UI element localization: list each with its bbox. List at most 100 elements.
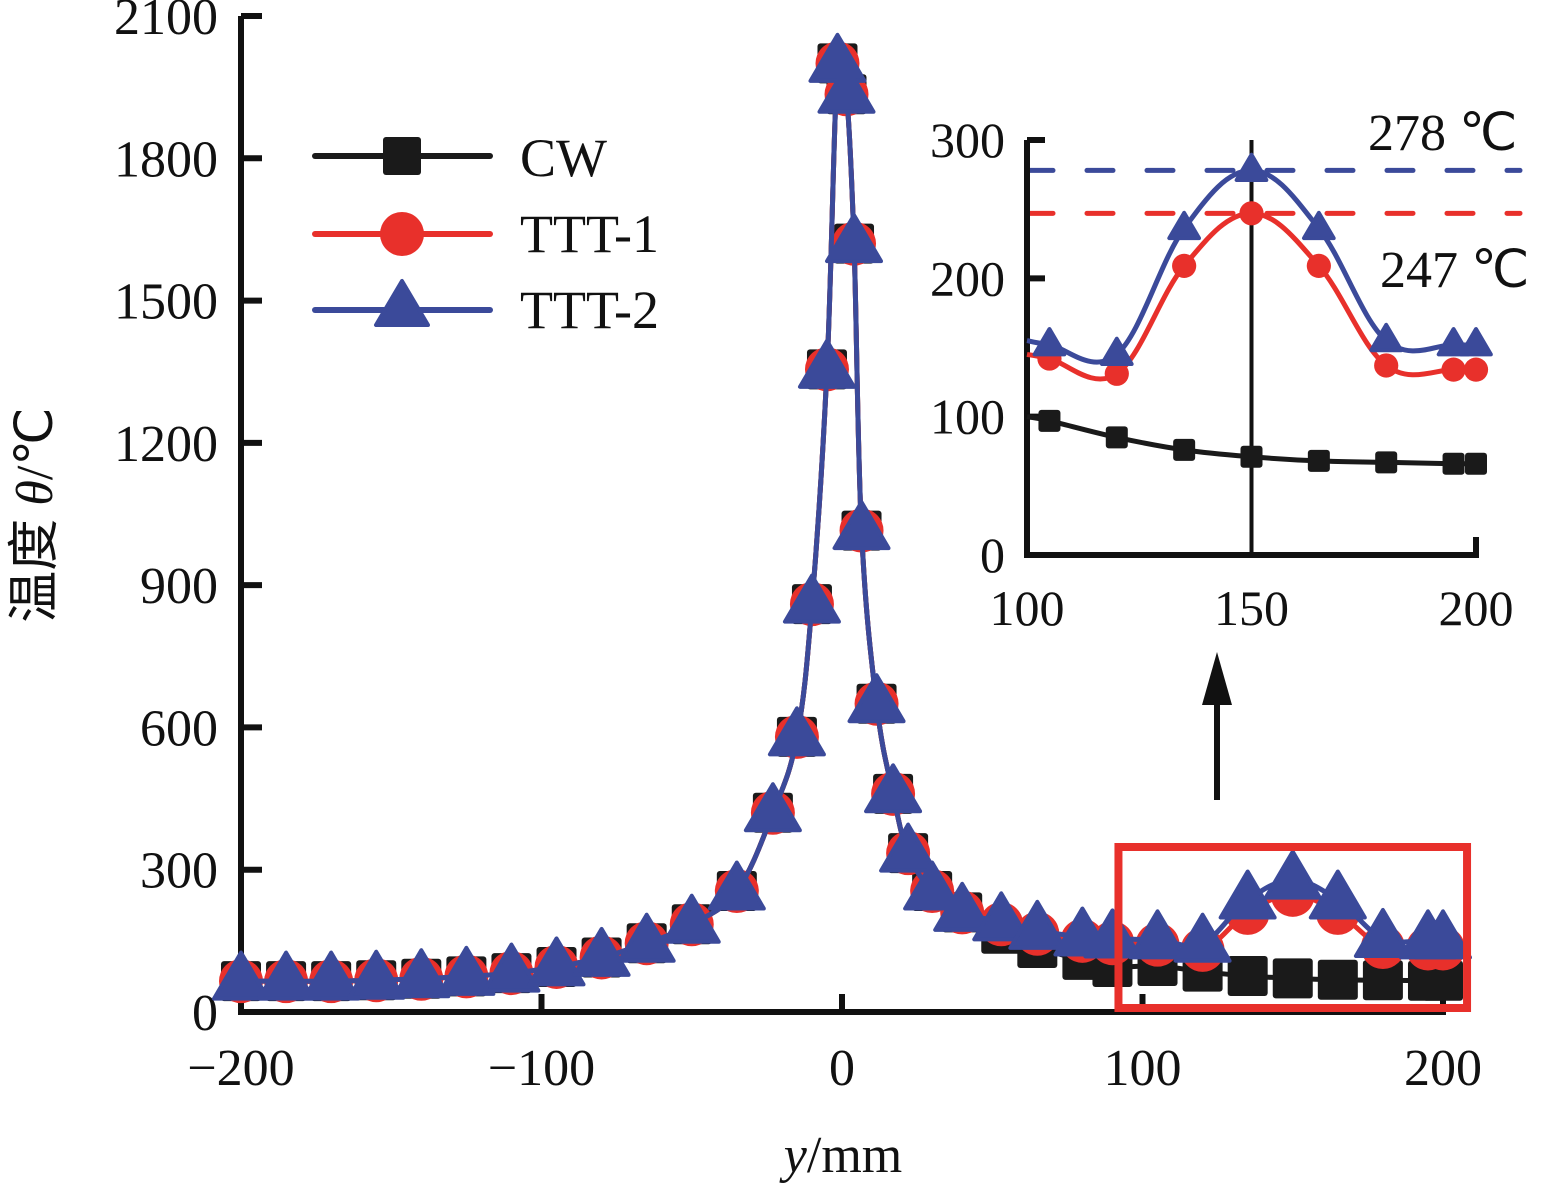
data-point-ttt2 [767, 706, 826, 757]
inset-y-tick-label: 200 [930, 250, 1005, 306]
inset-y-tick-label: 0 [980, 527, 1005, 583]
x-tick-label: 200 [1404, 1040, 1482, 1097]
y-tick-label: 2100 [114, 0, 218, 46]
data-point-ttt2 [617, 912, 676, 963]
x-axis-title: y/mm [779, 1127, 902, 1184]
square-marker-icon [383, 137, 421, 175]
inset-x-tick-label: 200 [1439, 580, 1514, 636]
legend-label-cw: CW [520, 128, 607, 188]
main-series [212, 32, 1472, 1004]
inset-y-tick-label: 300 [930, 112, 1005, 168]
inset-data-point-ttt2 [1167, 210, 1201, 241]
data-point-ttt2 [903, 860, 962, 911]
data-point-ttt2 [972, 891, 1031, 942]
y-axis-title-unit: /℃ [7, 407, 64, 480]
legend-item-ttt2: TTT-2 [312, 279, 659, 340]
inset-annotations: 278 ℃ 247 ℃ [1368, 105, 1529, 299]
x-tick-label: −100 [488, 1040, 595, 1097]
series-line-ttt1 [241, 39, 1444, 984]
data-point-ttt2 [743, 782, 802, 833]
data-point-ttt2 [437, 945, 496, 996]
inset-data-point-cw [1465, 452, 1487, 475]
inset-data-point-cw [1105, 426, 1128, 449]
y-tick-label: 1200 [114, 416, 218, 473]
series-line-cw [241, 39, 1444, 984]
inset-series [1026, 152, 1493, 475]
y-tick-label: 1800 [114, 131, 218, 188]
data-point-ttt2 [933, 881, 992, 932]
data-point-ttt2 [527, 936, 586, 987]
inset-data-point-ttt1 [1239, 201, 1264, 226]
inset-x-tick-label: 150 [1214, 580, 1289, 636]
x-tick-label: −200 [187, 1040, 294, 1097]
inset-data-point-ttt2 [1032, 327, 1067, 357]
legend-label-ttt2: TTT-2 [520, 280, 659, 340]
y-tick-label: 1500 [114, 274, 218, 331]
inset-data-point-cw [1375, 451, 1398, 474]
data-point-cw [1362, 960, 1403, 1001]
y-ticks: 0 300 600 900 1200 1500 1800 2100 [114, 0, 262, 1042]
inset-data-point-cw [1442, 452, 1465, 475]
x-tick-label: 100 [1104, 1040, 1182, 1097]
inset-data-point-ttt2 [1436, 327, 1471, 357]
inset-data-point-cw [1038, 409, 1061, 432]
data-point-ttt2 [482, 942, 541, 993]
legend-item-ttt1: TTT-1 [312, 204, 659, 264]
data-point-ttt2 [832, 500, 891, 551]
data-point-ttt2 [662, 893, 721, 944]
data-point-ttt2 [1218, 869, 1277, 920]
series-line-ttt2 [241, 39, 1444, 984]
inset-data-point-cw [1173, 438, 1196, 461]
series-ttt2 [212, 32, 1472, 1001]
data-point-cw [1272, 958, 1313, 999]
y-tick-label: 0 [192, 985, 218, 1042]
inset-series-ttt2 [1026, 152, 1493, 367]
y-axis-title-symbol: θ [7, 480, 64, 506]
data-point-ttt2 [847, 673, 906, 724]
data-point-ttt2 [257, 950, 316, 1001]
data-point-cw [1317, 959, 1358, 1000]
data-point-ttt2 [864, 763, 923, 814]
legend: CW TTT-1 TTT-2 [312, 128, 659, 340]
x-ticks: −200 −100 0 100 200 [187, 994, 1482, 1097]
series-ttt1 [219, 39, 1465, 1004]
y-axis-title: 温度 θ/℃ [7, 407, 64, 622]
inset-x-tick-label: 100 [990, 580, 1065, 636]
data-point-ttt2 [572, 926, 631, 977]
data-point-cw [1423, 960, 1463, 1001]
inset-data-point-ttt2 [1369, 322, 1404, 353]
inset-data-point-ttt1 [1306, 253, 1331, 278]
triangle-marker-icon [374, 279, 430, 327]
inset-data-point-ttt1 [1441, 357, 1466, 382]
y-tick-label: 900 [140, 558, 218, 615]
inset-data-point-cw [1307, 449, 1330, 472]
data-point-ttt2 [817, 63, 876, 114]
x-axis-title-unit: /mm [807, 1127, 902, 1184]
legend-item-cw: CW [312, 128, 607, 188]
inset-data-point-ttt2 [1234, 152, 1269, 183]
arrow-head-icon [1202, 652, 1232, 705]
inset-data-point-ttt2 [1302, 210, 1336, 241]
data-point-ttt2 [1128, 909, 1187, 960]
data-point-ttt2 [782, 573, 841, 624]
legend-label-ttt1: TTT-1 [520, 204, 659, 264]
inset-data-point-cw [1240, 445, 1263, 468]
inset-data-point-ttt1 [1463, 357, 1489, 382]
inset-data-point-ttt1 [1172, 253, 1197, 278]
zoom-highlight-box [1114, 843, 1472, 1012]
y-tick-label: 300 [140, 843, 218, 900]
data-point-ttt2 [1263, 849, 1322, 900]
data-point-ttt2 [1308, 869, 1367, 920]
data-point-ttt2 [797, 338, 856, 389]
data-point-ttt2 [1173, 912, 1232, 963]
data-point-ttt2 [1008, 899, 1067, 950]
inset-series-cw [1026, 409, 1487, 475]
inset-reference-lines [1024, 167, 1523, 216]
inset-y-tick-label: 100 [930, 389, 1005, 445]
data-point-ttt2 [1083, 908, 1142, 959]
data-point-ttt2 [825, 213, 884, 264]
data-point-cw [1227, 955, 1268, 996]
